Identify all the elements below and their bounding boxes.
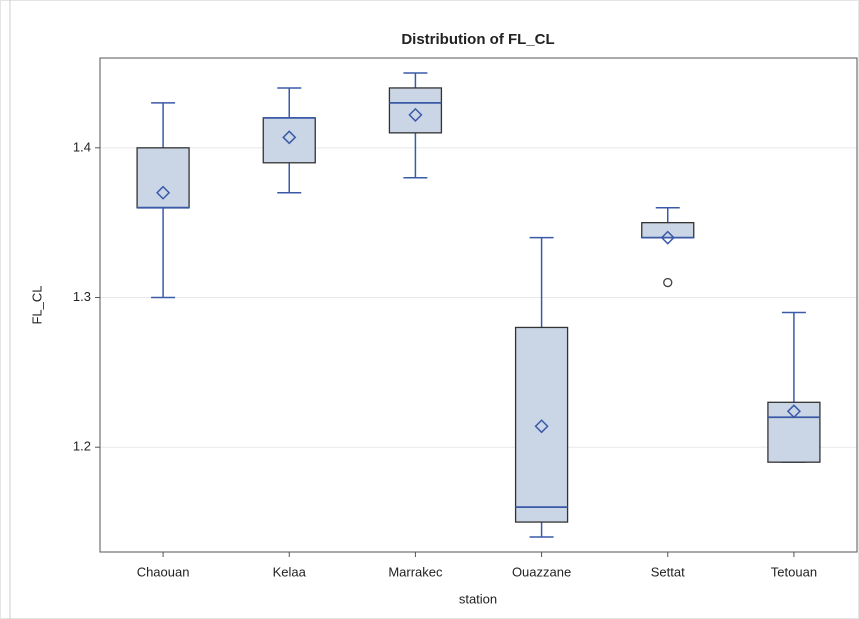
y-axis-label: FL_CL <box>29 285 44 324</box>
chart-title: Distribution of FL_CL <box>401 31 554 48</box>
x-tick-label: Kelaa <box>273 564 307 579</box>
box <box>514 326 569 523</box>
box <box>262 117 316 164</box>
y-tick-label: 1.3 <box>73 289 91 304</box>
x-tick-label: Chaouan <box>137 564 190 579</box>
y-tick-label: 1.4 <box>73 139 91 154</box>
mean-marker <box>786 404 801 419</box>
y-tick-label: 1.2 <box>73 439 91 454</box>
mean-marker <box>660 230 675 245</box>
mean-marker <box>534 419 549 434</box>
mean-marker <box>282 130 297 145</box>
mean-marker <box>408 107 423 122</box>
mean-marker <box>156 185 171 200</box>
x-axis-label: station <box>459 591 497 606</box>
x-tick-label: Marrakec <box>388 564 443 579</box>
box <box>388 87 443 134</box>
x-tick-label: Ouazzane <box>512 564 571 579</box>
x-tick-label: Settat <box>651 564 685 579</box>
outlier <box>663 277 673 288</box>
x-tick-label: Tetouan <box>771 564 817 579</box>
plot-area <box>99 57 858 553</box>
box <box>767 401 821 463</box>
box <box>641 222 695 239</box>
